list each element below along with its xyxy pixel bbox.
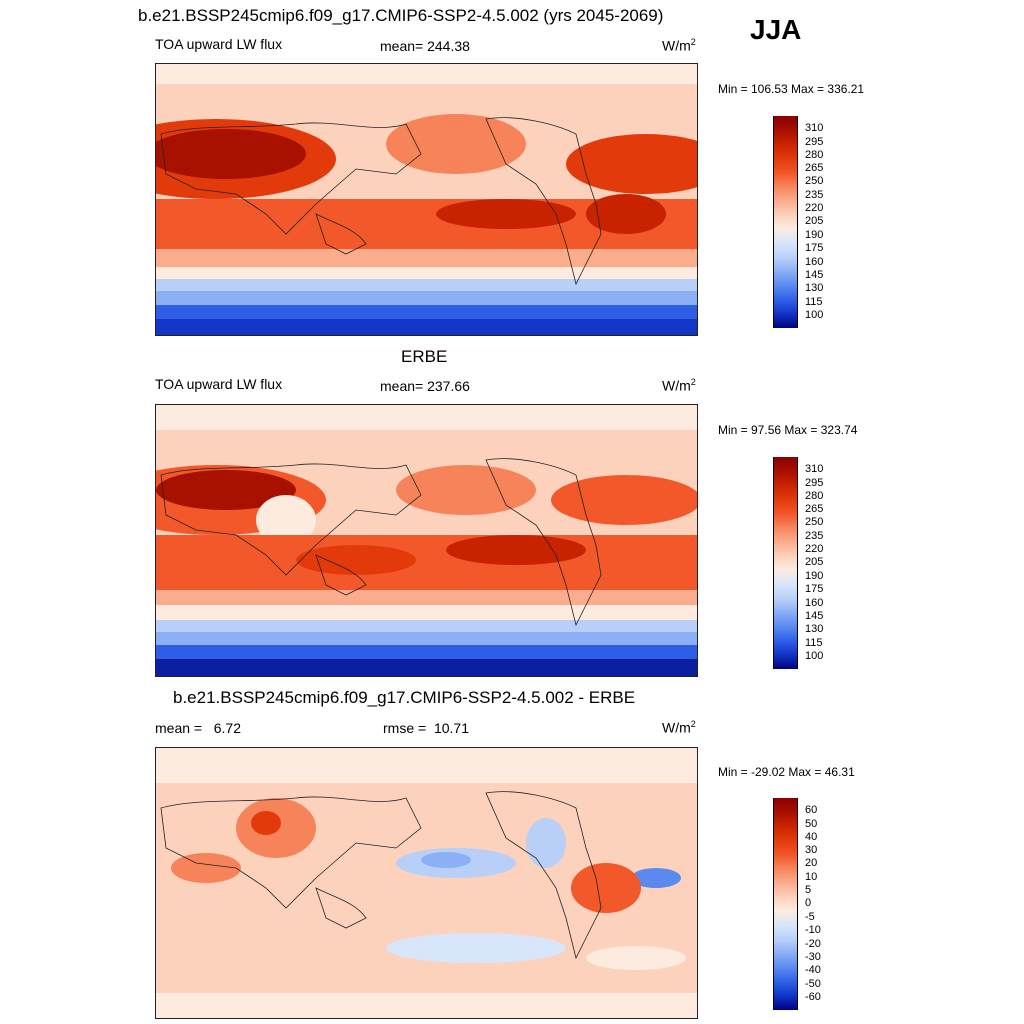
panel2-colorbar-tick: 280 [805,490,824,502]
panel3-colorbar-tick: -50 [805,978,821,990]
panel1-colorbar-tick: 250 [805,175,824,187]
panel1-colorbar-tick: 235 [805,189,824,201]
panel2-colorbar-tick: 175 [805,583,824,595]
panel1-colorbar-tick: 205 [805,215,824,227]
panel3-colorbar-tick: -60 [805,991,821,1003]
panel3-title: b.e21.BSSP245cmip6.f09_g17.CMIP6-SSP2-4.… [173,688,636,707]
panel3-mean-label: mean = 6.72 [155,720,242,736]
panel3-colorbar-tick: 0 [805,897,812,909]
panel1-units-label: W/m2 [662,37,696,54]
panel3-colorbar-tick: -10 [805,924,821,936]
panel3-colorbar-tick: 30 [805,844,818,856]
panel2-colorbar-tick: 100 [805,650,824,662]
panel3-colorbar-tick: -20 [805,938,821,950]
panel1-colorbar-tick: 115 [805,296,823,308]
panel1-colorbar-ramp [773,116,798,328]
panel2-minmax: Min = 97.56 Max = 323.74 [718,423,858,437]
panel1-colorbar-tick: 175 [805,242,824,254]
panel2-colorbar-tick: 265 [805,503,824,515]
panel2-colorbar-tick: 205 [805,556,824,568]
panel1-colorbar-tick: 265 [805,162,824,174]
panel3-rmse-label: rmse = 10.71 [383,720,469,736]
panel1-colorbar-tick: 130 [805,282,824,294]
panel2-colorbar-ramp [773,457,798,669]
panel3-colorbar-tick: 20 [805,857,818,869]
panel2-variable-label: TOA upward LW flux [155,376,283,392]
panel3-colorbar-tick: -40 [805,964,821,976]
panel3-colorbar-tick: 10 [805,871,818,883]
panel2-colorbar-tick: 130 [805,623,824,635]
panel1-minmax: Min = 106.53 Max = 336.21 [718,82,865,96]
panel2-colorbar-tick: 115 [805,637,823,649]
panel1-variable-label: TOA upward LW flux [155,36,283,52]
panel2-map [155,404,698,677]
panel2-colorbar-tick: 295 [805,477,824,489]
panel3-colorbar-tick: 40 [805,831,818,843]
panel1-colorbar-tick: 100 [805,309,824,321]
season-label: JJA [750,14,802,45]
panel2-colorbar-tick: 235 [805,530,824,542]
panel2-colorbar-tick: 250 [805,516,824,528]
panel3-map [155,747,698,1019]
panel3-colorbar-tick: 60 [805,804,818,816]
panel1-colorbar: 310 295 280 265 250 235 220 205 190 175 … [773,116,833,328]
panel2-colorbar: 310 295 280 265 250 235 220 205 190 175 … [773,457,833,669]
panel3-colorbar-tick: -5 [805,911,815,923]
panel1-colorbar-tick: 220 [805,202,824,214]
panel1-colorbar-tick: 160 [805,256,824,268]
panel2-units-label: W/m2 [662,377,696,394]
panel2-mean-label: mean= 237.66 [380,378,470,394]
panel1-colorbar-tick: 145 [805,269,824,281]
panel3-minmax: Min = -29.02 Max = 46.31 [718,765,855,779]
panel3-colorbar-tick: 5 [805,884,812,896]
panel1-map [155,63,698,336]
main-title: b.e21.BSSP245cmip6.f09_g17.CMIP6-SSP2-4.… [138,6,664,25]
panel3-units-label: W/m2 [662,719,696,736]
panel3-colorbar-tick: -30 [805,951,821,963]
panel2-colorbar-tick: 145 [805,610,824,622]
panel2-colorbar-tick: 220 [805,543,824,555]
panel3-colorbar-ramp [773,798,798,1010]
panel2-title: ERBE [401,347,448,366]
panel3-colorbar: 60 50 40 30 20 10 5 0 -5 -10 -20 -30 -40… [773,798,833,1010]
panel1-colorbar-tick: 310 [805,122,824,134]
panel1-colorbar-tick: 295 [805,136,824,148]
panel1-colorbar-tick: 190 [805,229,824,241]
panel2-colorbar-tick: 190 [805,570,824,582]
panel1-colorbar-tick: 280 [805,149,824,161]
panel3-colorbar-tick: 50 [805,818,818,830]
panel2-colorbar-tick: 310 [805,463,824,475]
panel2-colorbar-tick: 160 [805,597,824,609]
panel1-mean-label: mean= 244.38 [380,38,470,54]
